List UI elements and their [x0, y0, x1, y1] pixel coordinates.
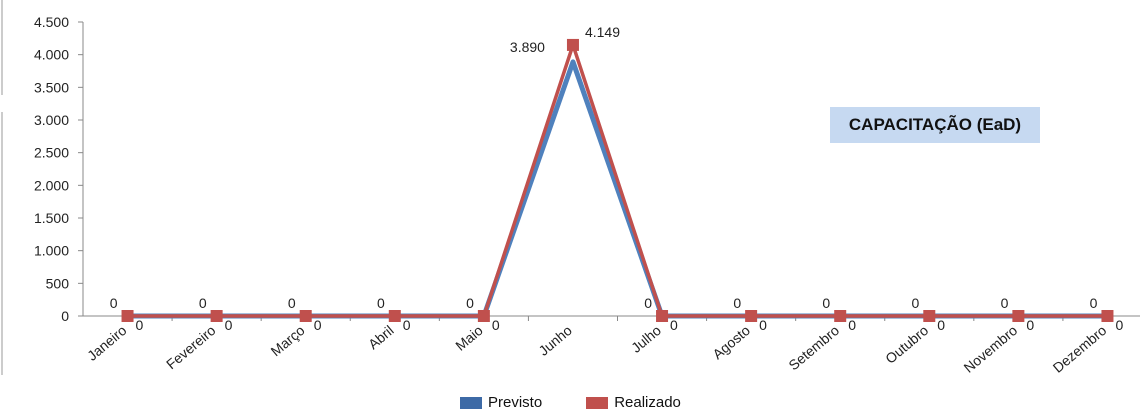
data-label-previsto: 0: [822, 295, 830, 311]
chart-title: CAPACITAÇÃO (EaD): [848, 115, 1022, 134]
x-tick-label: Outubro: [882, 322, 931, 367]
x-tick-label: Agosto: [709, 322, 753, 362]
data-point-realizado: [121, 310, 134, 322]
data-label-previsto: 0: [199, 295, 207, 311]
legend-swatch-previsto: [460, 396, 482, 409]
x-tick-label: Abril: [365, 322, 397, 352]
x-tick-label: Dezembro: [1050, 322, 1110, 376]
data-point-realizado: [923, 310, 936, 322]
data-label-previsto: 0: [288, 295, 296, 311]
y-tick-label: 2.000: [34, 177, 69, 193]
data-label-realizado: 0: [1115, 317, 1123, 333]
data-label-realizado: 0: [492, 317, 500, 333]
y-tick-label: 4.000: [34, 47, 69, 63]
data-label-previsto: 0: [110, 295, 118, 311]
data-label-previsto: 0: [733, 295, 741, 311]
data-label-realizado: 0: [759, 317, 767, 333]
data-label-previsto: 0: [911, 295, 919, 311]
y-tick-label: 2.500: [34, 145, 69, 161]
x-tick-label: Maio: [452, 322, 486, 354]
x-tick-label: Março: [268, 322, 308, 359]
data-point-realizado: [566, 38, 579, 51]
data-point-realizado: [656, 310, 669, 322]
data-label-realizado: 0: [225, 317, 233, 333]
data-label-previsto: 3.890: [510, 39, 545, 55]
y-tick-label: 3.500: [34, 79, 69, 95]
x-tick-label: Junho: [535, 322, 575, 359]
x-tick-label: Novembro: [961, 322, 1021, 376]
data-label-realizado: 0: [314, 317, 322, 333]
x-tick-label: Janeiro: [84, 322, 130, 364]
data-label-previsto: 0: [1001, 295, 1009, 311]
y-tick-label: 500: [46, 275, 70, 291]
data-label-realizado: 0: [848, 317, 856, 333]
data-point-realizado: [1012, 310, 1025, 322]
data-point-realizado: [477, 310, 490, 322]
legend: Previsto Realizado: [460, 394, 681, 411]
data-point-realizado: [1101, 310, 1114, 322]
y-tick-label: 0: [61, 308, 69, 324]
data-label-realizado: 0: [670, 317, 678, 333]
legend-label-previsto: Previsto: [488, 394, 543, 411]
data-label-previsto: 0: [644, 295, 652, 311]
data-label-realizado: 0: [937, 317, 945, 333]
data-label-realizado: 0: [403, 317, 411, 333]
y-tick-label: 3.000: [34, 112, 69, 128]
data-point-realizado: [210, 310, 223, 322]
legend-label-realizado: Realizado: [614, 394, 681, 411]
data-label-previsto: 0: [377, 295, 385, 311]
data-label-previsto: 0: [1090, 295, 1098, 311]
data-label-realizado: 0: [1026, 317, 1034, 333]
x-tick-label: Fevereiro: [163, 322, 219, 372]
data-point-realizado: [299, 310, 312, 322]
legend-item-previsto: Previsto: [460, 394, 542, 411]
x-tick-label: Julho: [628, 322, 664, 356]
y-tick-label: 1.000: [34, 243, 69, 259]
x-tick-label: Setembro: [785, 322, 842, 373]
data-label-realizado: 4.149: [585, 24, 620, 40]
y-tick-label: 1.500: [34, 210, 69, 226]
data-point-realizado: [388, 310, 401, 322]
series-line-realizado: [127, 43, 1108, 318]
data-label-previsto: 0: [466, 295, 474, 311]
legend-item-realizado: Realizado: [586, 394, 681, 411]
series-line-previsto: [127, 59, 1108, 319]
legend-swatch-realizado: [586, 396, 609, 409]
data-point-realizado: [834, 310, 847, 322]
chart-title-box: CAPACITAÇÃO (EaD): [830, 107, 1040, 143]
data-label-realizado: 0: [136, 317, 144, 333]
data-point-realizado: [745, 310, 758, 322]
y-tick-label: 4.500: [34, 14, 69, 30]
